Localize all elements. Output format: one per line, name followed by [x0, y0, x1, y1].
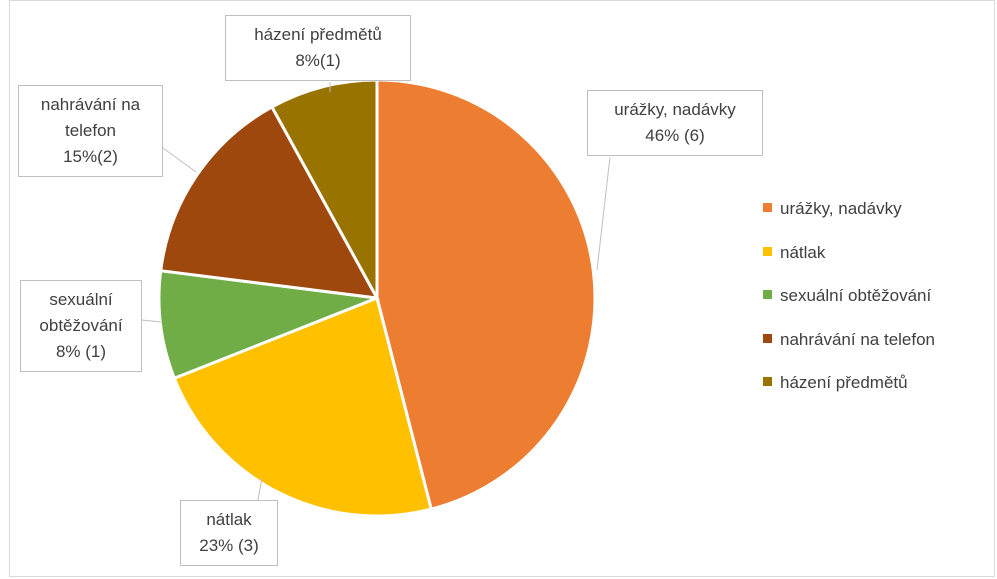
pie-slice: [172, 295, 434, 518]
data-label: nátlak 23% (3): [180, 500, 278, 566]
leader-line: [141, 319, 162, 323]
data-label-value: 8%(1): [295, 51, 341, 70]
legend-item: urážky, nadávky: [763, 199, 902, 219]
data-label-value: 23% (3): [199, 536, 259, 555]
pie-slice: [157, 269, 378, 381]
data-label-category: urážky, nadávky: [614, 100, 736, 119]
data-label-category: nahrávání na telefon: [40, 95, 141, 140]
pie-slice: [375, 78, 597, 511]
leader-line: [162, 147, 197, 173]
legend-label: sexuální obtěžování: [780, 286, 932, 305]
legend-label: nahrávání na telefon: [780, 329, 936, 349]
data-label: sexuální obtěžování 8% (1): [20, 280, 142, 372]
legend-swatch: [763, 203, 772, 213]
legend-label: házení předmětů: [780, 373, 908, 392]
chart-frame: [9, 0, 995, 577]
data-label-category: sexuální obtěžování: [39, 290, 123, 335]
data-label-category: házení předmětů: [254, 25, 382, 44]
pie-slice: [159, 104, 380, 300]
legend-item: házení předmětů: [763, 373, 908, 393]
leader-line: [257, 477, 263, 501]
legend-swatch: [763, 377, 772, 387]
leader-line: [596, 156, 611, 271]
legend-item: nátlak: [763, 243, 825, 263]
data-label-value: 8% (1): [55, 342, 107, 361]
legend-item: sexuální obtěžování: [763, 286, 931, 306]
data-label: urážky, nadávky 46% (6): [587, 90, 763, 156]
legend-label: urážky, nadávky: [780, 199, 902, 218]
legend-swatch: [763, 246, 772, 256]
legend-label: nátlak: [780, 242, 826, 262]
data-label: nahrávání na telefon 15%(2): [18, 85, 163, 177]
data-label-value: 46% (6): [645, 126, 705, 145]
legend-item: nahrávání na telefon: [763, 330, 935, 350]
data-label-value: 15%(2): [63, 147, 118, 166]
legend-swatch: [763, 333, 772, 343]
data-label-category: nátlak: [206, 510, 252, 529]
legend-swatch: [763, 290, 772, 300]
data-label: házení předmětů 8%(1): [225, 15, 411, 81]
